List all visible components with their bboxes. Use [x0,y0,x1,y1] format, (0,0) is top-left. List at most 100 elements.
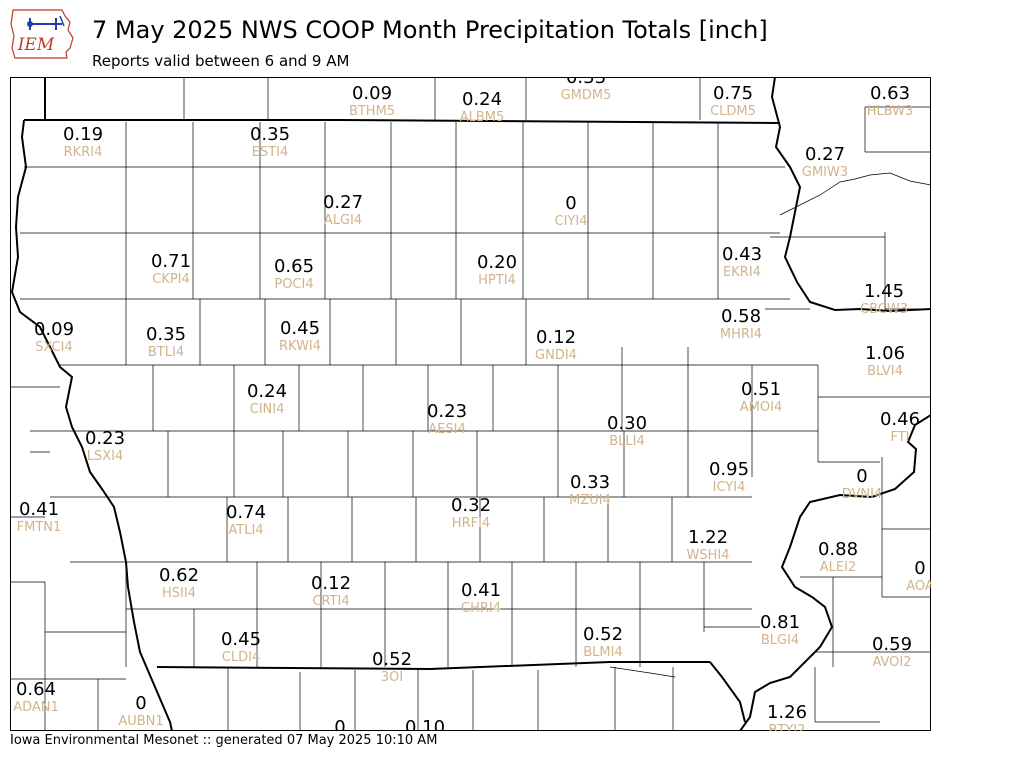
station-id: ADAN1 [13,700,59,715]
station-id: AMOI4 [740,400,782,415]
station-value: 0.27 [805,144,845,165]
station-value: 0.41 [19,499,59,520]
station-id: ATLI4 [228,523,263,538]
station-value: 0.23 [85,428,125,449]
county-lines [10,77,931,731]
station-id: BLMI4 [583,645,622,660]
station-id: BLLI4 [609,434,645,449]
station-id: ALEI2 [820,560,856,575]
station-value: 0 [914,558,925,579]
station-id: BLVI4 [867,364,903,379]
station-value: 0.27 [323,192,363,213]
station-value: 0 [856,466,867,487]
station-value: 0 [135,693,146,714]
station-id: BTYI2 [769,723,806,731]
station-value: 1.22 [688,527,728,548]
station-id: HRFI4 [452,516,490,531]
station-id: CBCW3 [860,302,908,317]
page-subtitle: Reports valid between 6 and 9 AM [92,52,350,70]
station-value: 0.30 [607,413,647,434]
station-unlabeled-47: 0 [334,717,345,731]
station-id: BTLI4 [148,345,184,360]
station-id: MHRI4 [720,327,762,342]
station-value: 0.24 [462,89,502,110]
station-value: 0.09 [352,83,392,104]
station-id: DVNI4 [842,487,883,502]
station-value: 0.64 [16,679,56,700]
station-value: 0.20 [477,252,517,273]
station-value: 0.09 [34,319,74,340]
state-borders [10,77,931,731]
station-value: 0.65 [274,256,314,277]
station-value: 0.23 [427,401,467,422]
station-id: AESI4 [428,422,465,437]
station-value: 0.19 [63,124,103,145]
station-value: 0.35 [250,124,290,145]
station-id: AUBN1 [118,714,163,729]
page-title: 7 May 2025 NWS COOP Month Precipitation … [92,16,768,44]
station-id: CKPI4 [152,272,190,287]
station-id: FMTN1 [17,520,62,535]
station-id: GMDM5 [561,88,612,103]
station-id: SXCI4 [35,340,72,355]
station-value: 0.62 [159,565,199,586]
station-id: GNDI4 [535,348,577,363]
station-value: 0.46 [880,409,920,430]
station-value: 1.26 [767,702,807,723]
station-id: BLGI4 [761,633,799,648]
station-value: 0.12 [311,573,351,594]
station-value: 0.33 [566,77,606,88]
station-id: HSII4 [162,586,196,601]
station-id: CLDM5 [710,104,756,119]
station-value: 0.63 [870,83,910,104]
station-value: 0 [334,717,345,731]
station-value: 1.06 [865,343,905,364]
station-id: HLBW3 [867,104,914,119]
station-value: 0.35 [146,324,186,345]
station-id: CINI4 [250,402,285,417]
station-value: 0.41 [461,580,501,601]
station-value: 0.74 [226,502,266,523]
station-value: 0.75 [713,83,753,104]
station-id: GMIW3 [802,165,848,180]
station-value: 0.12 [536,327,576,348]
station-id: ALBM5 [460,110,505,125]
station-id: EKRI4 [723,265,761,280]
station-id: ALGI4 [324,213,362,228]
station-value: 0.10 [405,717,445,731]
station-value: 0.33 [570,472,610,493]
station-value: 0.24 [247,381,287,402]
station-id: HPTI4 [478,273,516,288]
station-value: 0.88 [818,539,858,560]
